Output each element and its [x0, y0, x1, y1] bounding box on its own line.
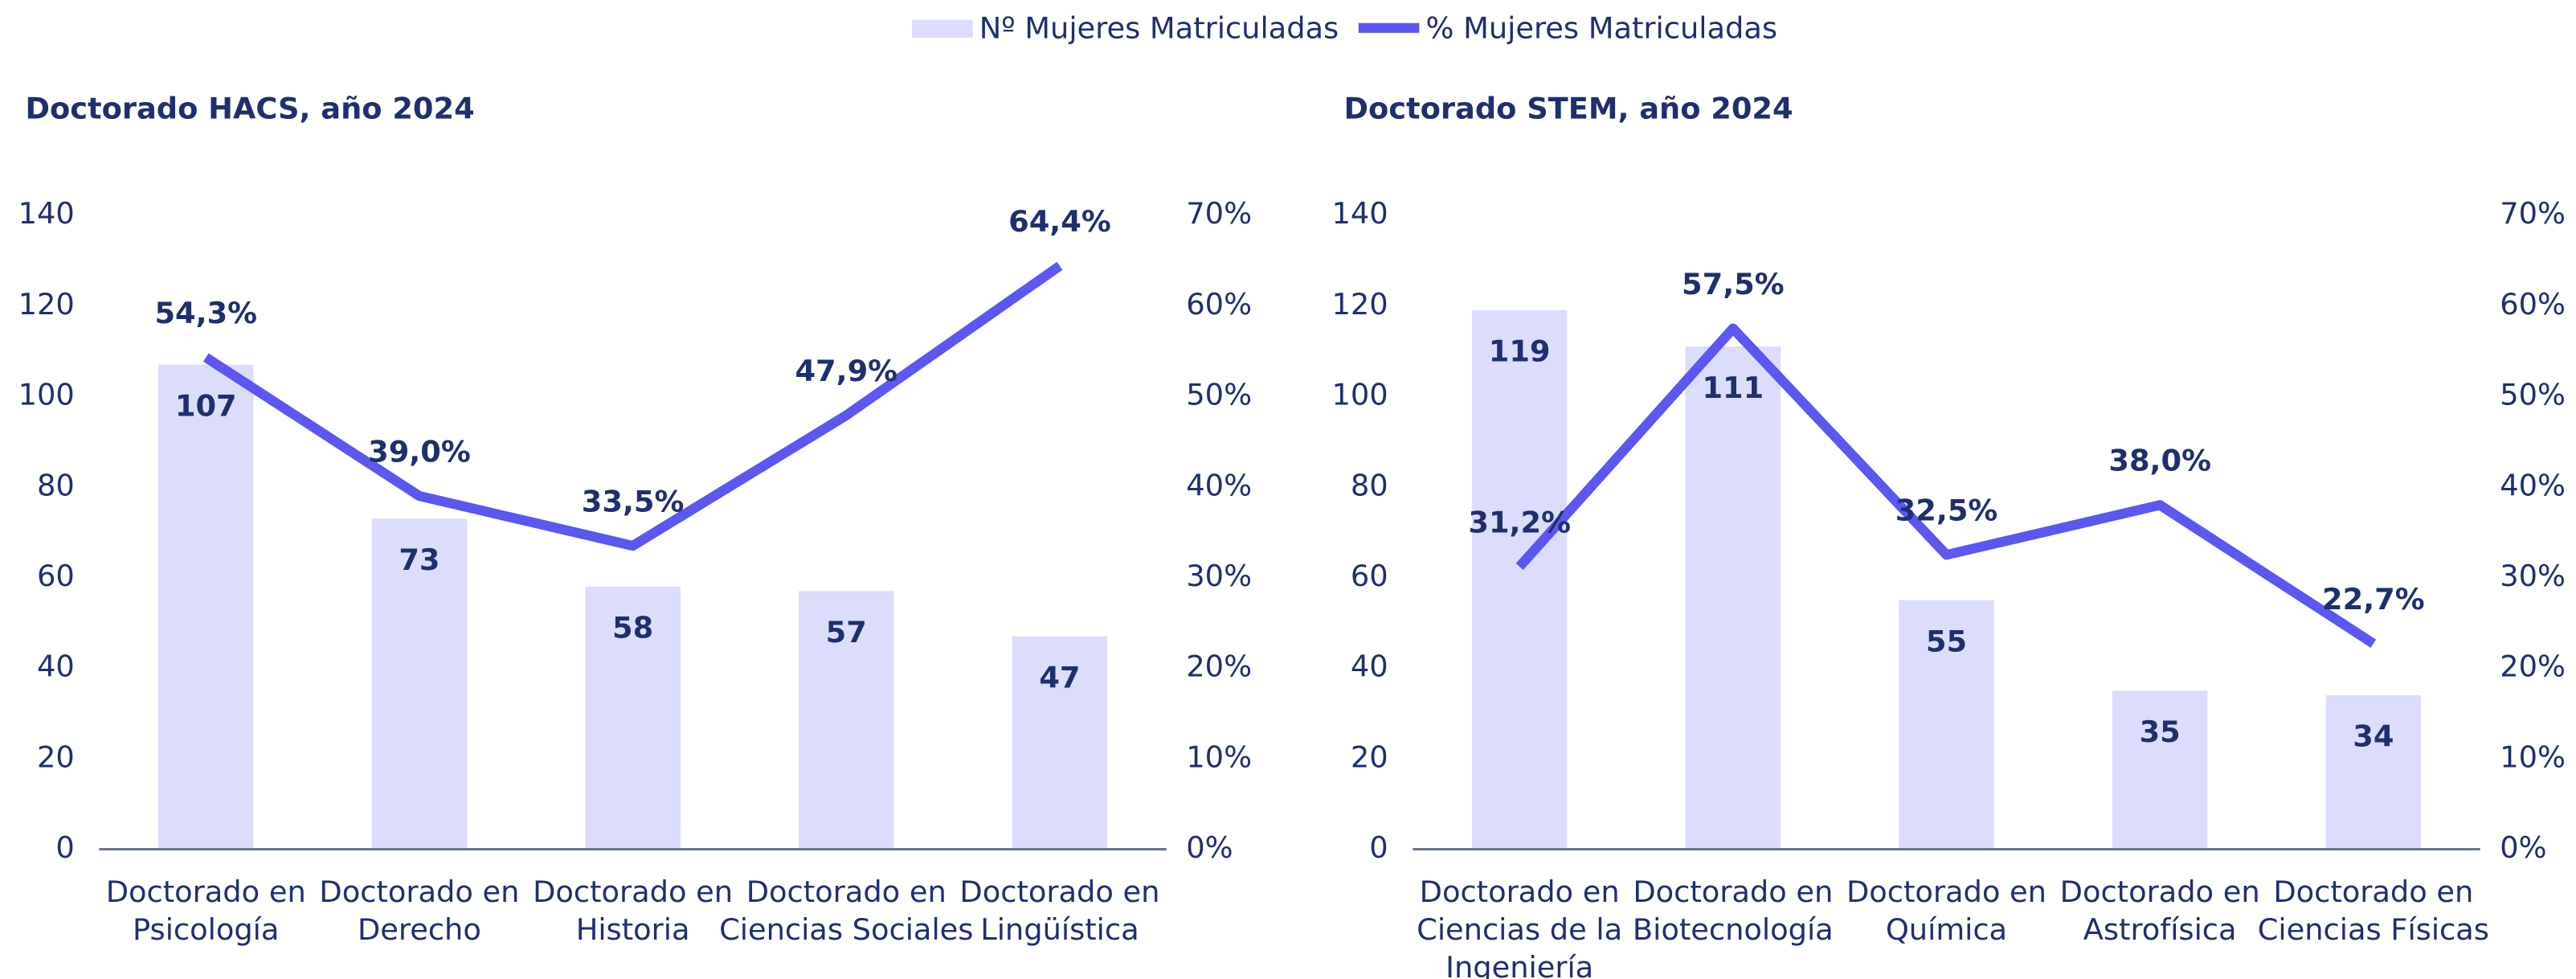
legend-label: Nº Mujeres Matriculadas — [979, 10, 1339, 45]
line-label: 47,9% — [795, 354, 898, 388]
bar-label: 111 — [1702, 371, 1764, 405]
y-tick-label: 100 — [1331, 378, 1388, 412]
x-tick-label: Derecho — [358, 912, 481, 947]
y-tick-label: 140 — [1331, 196, 1388, 231]
bar-label: 57 — [826, 615, 867, 649]
x-tick-label: Doctorado en — [959, 875, 1159, 909]
line-label: 33,5% — [582, 484, 685, 518]
y2-tick-label: 60% — [2500, 287, 2566, 322]
x-tick-label: Doctorado en — [1846, 875, 2046, 909]
bar-label: 73 — [399, 543, 440, 577]
x-tick-label: Lingüística — [980, 912, 1139, 947]
bar — [2325, 694, 2422, 850]
line-label: 54,3% — [154, 296, 257, 330]
y-tick-label: 60 — [1351, 559, 1388, 593]
bar-label: 47 — [1039, 660, 1080, 694]
chart-title: Doctorado HACS, año 2024 — [25, 91, 474, 125]
y2-tick-label: 40% — [2500, 468, 2566, 502]
y2-tick-label: 70% — [1186, 196, 1252, 231]
x-tick-label: Ciencias Físicas — [2258, 912, 2489, 947]
y2-tick-label: 30% — [2500, 559, 2566, 593]
line-label: 32,5% — [1895, 494, 1998, 528]
x-tick-label: Doctorado en — [2060, 875, 2260, 909]
y-tick-label: 120 — [1331, 287, 1388, 322]
y-tick-label: 0 — [55, 830, 74, 865]
y2-tick-label: 70% — [2500, 196, 2566, 231]
bar — [2112, 690, 2208, 850]
line-label: 39,0% — [368, 434, 471, 469]
x-tick-label: Doctorado en — [1420, 875, 1620, 909]
bar — [1012, 636, 1108, 850]
bar-label: 34 — [2353, 719, 2394, 754]
y2-tick-label: 40% — [1186, 468, 1252, 502]
legend-label: % Mujeres Matriculadas — [1426, 10, 1778, 45]
x-tick-label: Historia — [576, 912, 690, 947]
x-tick-label: Biotecnología — [1633, 912, 1834, 947]
bar-label: 119 — [1489, 334, 1551, 369]
legend-swatch — [912, 19, 973, 39]
x-tick-label: Ciencias Sociales — [719, 912, 973, 947]
line-label: 22,7% — [2322, 582, 2425, 616]
y-tick-label: 40 — [37, 649, 75, 684]
bar-label: 55 — [1926, 624, 1967, 658]
x-tick-label: Doctorado en — [319, 875, 519, 909]
y-tick-label: 20 — [37, 739, 75, 774]
y2-tick-label: 10% — [1186, 739, 1252, 774]
bar — [799, 591, 894, 850]
chart-title: Doctorado STEM, año 2024 — [1343, 91, 1793, 125]
y2-tick-label: 20% — [1186, 649, 1252, 684]
y-tick-label: 40 — [1351, 649, 1388, 684]
y-tick-label: 140 — [18, 196, 75, 231]
y-tick-label: 100 — [18, 378, 75, 412]
y-tick-label: 80 — [37, 468, 75, 502]
y2-tick-label: 0% — [2500, 830, 2546, 865]
line-label: 57,5% — [1682, 267, 1785, 301]
bar — [1899, 600, 1994, 850]
y2-tick-label: 50% — [2500, 378, 2566, 412]
x-tick-label: Psicología — [133, 912, 279, 947]
y-tick-label: 20 — [1351, 739, 1388, 774]
y2-tick-label: 0% — [1186, 830, 1233, 865]
y2-tick-label: 30% — [1186, 559, 1252, 593]
y-tick-label: 60 — [37, 559, 75, 593]
bar — [157, 364, 254, 850]
bar-label: 35 — [2140, 715, 2181, 749]
x-tick-label: Ciencias de la — [1417, 912, 1622, 947]
line-label: 38,0% — [2108, 444, 2211, 478]
y-tick-label: 0 — [1369, 830, 1388, 865]
x-tick-label: Doctorado en — [2273, 875, 2473, 909]
bar — [585, 586, 681, 850]
bar-label: 58 — [612, 610, 653, 645]
x-tick-label: Doctorado en — [106, 875, 306, 909]
y2-tick-label: 10% — [2500, 739, 2566, 774]
x-tick-label: Química — [1886, 912, 2007, 947]
x-tick-label: Doctorado en — [746, 875, 947, 909]
bar-label: 107 — [175, 388, 237, 423]
x-tick-label: Doctorado en — [1633, 875, 1833, 909]
line-label: 31,2% — [1468, 505, 1571, 539]
y-tick-label: 120 — [18, 287, 75, 322]
x-tick-label: Doctorado en — [533, 875, 733, 909]
y2-tick-label: 50% — [1186, 378, 1252, 412]
y-tick-label: 80 — [1351, 468, 1388, 502]
y2-tick-label: 60% — [1186, 287, 1252, 322]
bar — [371, 518, 468, 850]
x-tick-label: Astrofísica — [2083, 912, 2237, 947]
bar — [1471, 310, 1568, 850]
x-tick-label: Ingeniería — [1445, 950, 1593, 979]
y2-tick-label: 20% — [2500, 649, 2566, 684]
line — [202, 261, 1063, 551]
line — [1515, 323, 2377, 648]
line-label: 64,4% — [1008, 204, 1111, 239]
bar — [1685, 346, 1781, 850]
